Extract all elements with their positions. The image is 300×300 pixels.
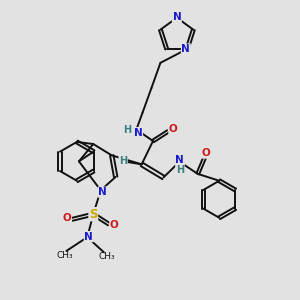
Text: H: H — [119, 156, 127, 166]
Text: H: H — [176, 165, 184, 175]
Text: N: N — [98, 187, 107, 197]
Text: N: N — [172, 12, 181, 22]
Text: CH₃: CH₃ — [56, 251, 73, 260]
Text: S: S — [89, 208, 98, 221]
Text: N: N — [182, 44, 190, 54]
Text: O: O — [202, 148, 211, 158]
Text: N: N — [84, 232, 93, 242]
Text: O: O — [110, 220, 118, 230]
Text: CH₃: CH₃ — [99, 252, 116, 261]
Text: H: H — [123, 125, 131, 135]
Text: O: O — [63, 213, 71, 223]
Text: N: N — [134, 128, 142, 138]
Text: O: O — [169, 124, 178, 134]
Text: N: N — [176, 155, 184, 165]
